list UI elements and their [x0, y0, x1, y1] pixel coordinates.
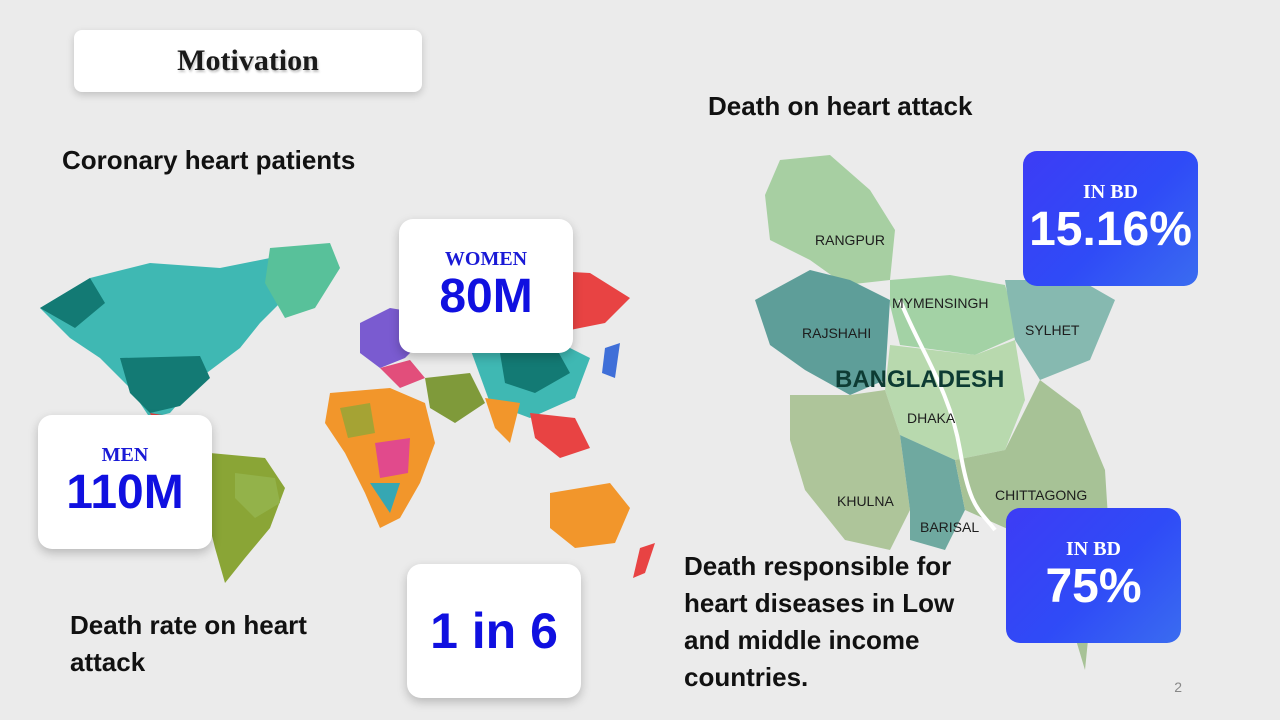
bd-income-value: 75%: [1045, 559, 1142, 613]
map-europe-2: [380, 360, 425, 388]
region-rajshahi: RAJSHAHI: [802, 325, 871, 341]
map-rangpur: [765, 155, 895, 285]
death-rate-heading: Death rate on heart attack: [70, 610, 307, 677]
map-sylhet: [1005, 280, 1115, 380]
map-dhaka: [885, 340, 1025, 460]
bd-death-value: 15.16%: [1029, 202, 1192, 256]
region-sylhet: SYLHET: [1025, 322, 1080, 338]
bd-income-card: IN BD 75%: [1006, 508, 1181, 643]
map-alaska: [40, 278, 105, 328]
region-rangpur: RANGPUR: [815, 232, 885, 248]
region-barisal: BARISAL: [920, 519, 979, 535]
map-usa: [120, 356, 210, 413]
region-dhaka: DHAKA: [907, 410, 956, 426]
map-middle-east: [425, 373, 485, 423]
men-value: 110M: [66, 466, 184, 520]
death-heading: Death on heart attack: [708, 91, 973, 121]
region-khulna: KHULNA: [837, 493, 894, 509]
bd-death-card: IN BD 15.16%: [1023, 151, 1198, 286]
women-value: 80M: [439, 270, 533, 324]
region-chittagong: CHITTAGONG: [995, 487, 1087, 503]
country-label: BANGLADESH: [835, 366, 1004, 393]
coronary-heading: Coronary heart patients: [62, 145, 356, 175]
map-australia: [550, 483, 630, 548]
men-card: MEN 110M: [38, 415, 212, 549]
women-card: WOMEN 80M: [399, 219, 573, 353]
map-brazil: [235, 473, 280, 518]
map-barisal: [900, 435, 965, 550]
map-rajshahi: [755, 270, 890, 395]
map-greenland: [265, 243, 340, 318]
income-text: Death responsible for heart diseases in …: [684, 551, 955, 692]
men-label: MEN: [101, 444, 149, 467]
map-mymensingh: [890, 275, 1020, 355]
map-southeast-asia: [530, 413, 590, 458]
women-label: WOMEN: [444, 248, 528, 271]
map-south-america: [200, 453, 285, 583]
bd-income-label: IN BD: [1065, 537, 1121, 560]
ratio-value: 1 in 6: [430, 602, 558, 659]
page-number: 2: [1174, 679, 1182, 695]
map-rivers: [898, 299, 997, 532]
map-north-america: [40, 258, 295, 418]
map-khulna: [790, 390, 910, 550]
bd-death-label: IN BD: [1082, 180, 1138, 203]
page-title: Motivation: [177, 44, 319, 77]
map-new-zealand: [633, 543, 655, 578]
map-africa-3: [375, 438, 410, 478]
map-africa-4: [370, 483, 400, 513]
region-mymensingh: MYMENSINGH: [892, 295, 988, 311]
title-box: Motivation: [74, 30, 422, 92]
map-japan: [602, 343, 620, 378]
map-china: [500, 346, 570, 393]
ratio-card: 1 in 6: [407, 564, 581, 698]
map-india: [485, 398, 520, 443]
map-africa-2: [340, 403, 375, 438]
